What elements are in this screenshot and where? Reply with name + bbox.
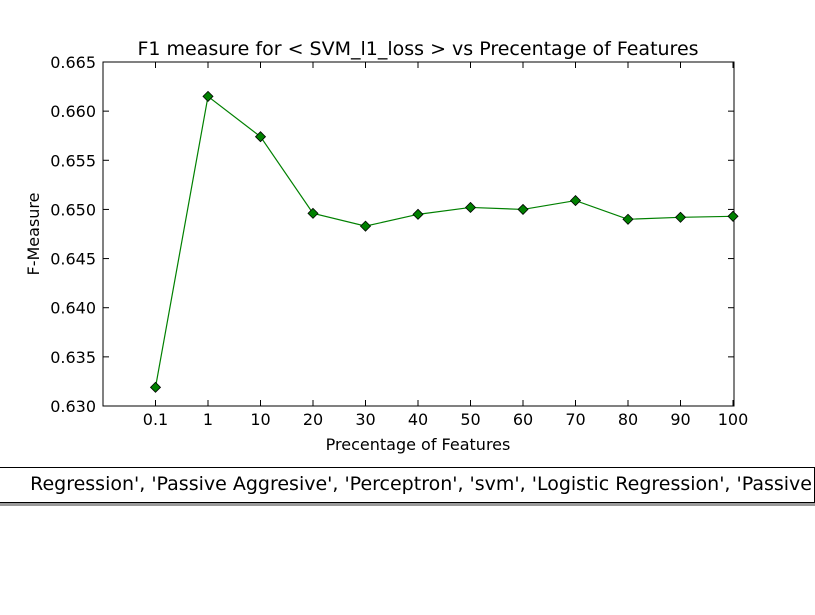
plot-area [102, 61, 735, 407]
x-tick-label: 0.1 [143, 410, 168, 429]
y-tick-label: 0.665 [50, 53, 96, 72]
y-tick-label: 0.630 [50, 397, 96, 416]
x-tick-label: 100 [718, 410, 749, 429]
series-markers [149, 90, 739, 393]
x-tick-label: 90 [670, 410, 690, 429]
data-point-marker [622, 213, 634, 225]
data-point-marker [412, 208, 424, 220]
legend-text: Regression', 'Passive Aggresive', 'Perce… [30, 473, 812, 495]
x-tick-label: 10 [250, 410, 270, 429]
x-axis-label: Precentage of Features [326, 435, 511, 454]
y-axis-label: F-Measure [24, 193, 43, 276]
x-tick-label: 70 [565, 410, 585, 429]
y-tick-label: 0.645 [50, 250, 96, 269]
line-chart: F1 measure for < SVM_l1_loss > vs Precen… [24, 38, 749, 454]
data-point-marker [149, 381, 162, 393]
data-point-marker [307, 207, 319, 219]
chart-title: F1 measure for < SVM_l1_loss > vs Precen… [137, 38, 698, 60]
x-tick-label: 50 [460, 410, 480, 429]
x-tick-label: 60 [513, 410, 533, 429]
data-point-marker [202, 90, 214, 102]
data-point-marker [254, 131, 267, 143]
y-tick-label: 0.655 [50, 151, 96, 170]
x-tick-label: 30 [355, 410, 375, 429]
x-tick-label: 1 [203, 410, 213, 429]
data-point-marker [517, 203, 529, 215]
x-tick-label: 80 [618, 410, 638, 429]
x-tick-label: 40 [408, 410, 428, 429]
y-tick-label: 0.650 [50, 200, 96, 219]
data-point-marker [464, 201, 477, 214]
data-point-marker [359, 220, 372, 232]
x-tick-label: 20 [303, 410, 323, 429]
y-axis: 0.630 0.635 0.640 0.645 0.650 0.655 0.660 0.665 [50, 53, 734, 416]
y-tick-label: 0.660 [50, 102, 96, 121]
y-tick-label: 0.640 [50, 299, 96, 318]
data-point-marker [674, 211, 687, 223]
series-line [154, 95, 734, 388]
data-point-marker [727, 210, 739, 222]
legend: Regression', 'Passive Aggresive', 'Perce… [0, 467, 815, 503]
data-point-marker [569, 195, 582, 207]
y-tick-label: 0.635 [50, 348, 96, 367]
x-axis: 0.1 1 10 20 30 40 50 60 70 80 90 100 [143, 62, 749, 429]
